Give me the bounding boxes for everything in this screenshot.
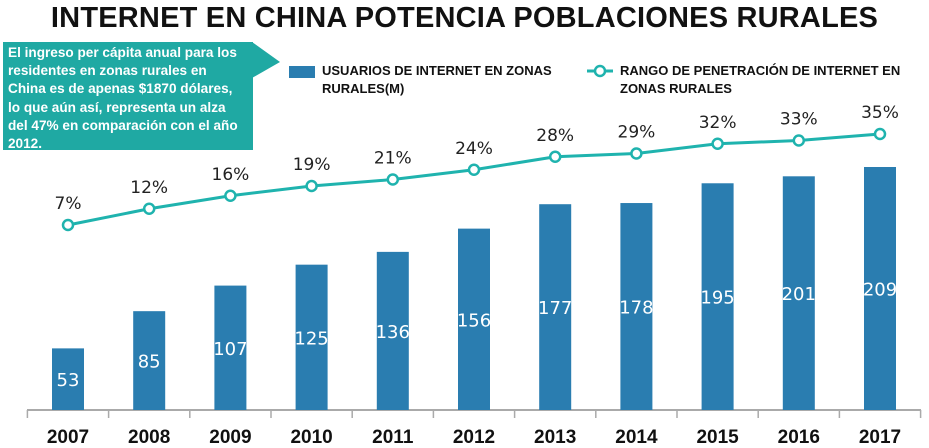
bar-value-label: 125 bbox=[294, 328, 328, 349]
callout-box: El ingreso per cápita anual para los res… bbox=[3, 42, 253, 151]
bar-value-label: 195 bbox=[700, 288, 734, 309]
line-value-label: 19% bbox=[293, 155, 331, 175]
line-point-2016 bbox=[792, 134, 806, 147]
bar-value-label: 201 bbox=[782, 284, 816, 305]
bar-2016 bbox=[782, 176, 815, 410]
bar-value-label: 107 bbox=[213, 339, 247, 360]
line-value-label: 32% bbox=[699, 113, 737, 133]
bar-2010 bbox=[295, 264, 328, 410]
bar-value-label: 85 bbox=[138, 352, 161, 373]
bar-2013 bbox=[539, 204, 572, 410]
line-point-2012 bbox=[467, 163, 481, 176]
x-tick-label: 2015 bbox=[696, 427, 739, 448]
x-tick-label: 2014 bbox=[615, 427, 658, 448]
bar-value-label: 178 bbox=[619, 298, 653, 319]
bar-2012 bbox=[458, 228, 490, 410]
callout-pointer bbox=[252, 42, 280, 78]
bar-value-label: 156 bbox=[457, 310, 491, 331]
line-value-label: 12% bbox=[130, 178, 168, 198]
line-point-2009 bbox=[224, 189, 237, 202]
line-value-label: 28% bbox=[536, 126, 574, 146]
bar-value-label: 53 bbox=[57, 370, 80, 391]
x-tick-label: 2009 bbox=[209, 427, 251, 448]
x-tick-label: 2010 bbox=[290, 427, 332, 448]
bar-2014 bbox=[620, 203, 653, 410]
line-value-label: 16% bbox=[212, 165, 250, 185]
line-value-label: 35% bbox=[861, 103, 899, 123]
line-point-2008 bbox=[142, 202, 156, 215]
bar-2011 bbox=[376, 251, 409, 410]
x-tick-label: 2011 bbox=[372, 427, 414, 448]
bar-2008 bbox=[133, 311, 166, 410]
line-point-2017 bbox=[873, 127, 887, 141]
line-point-2010 bbox=[305, 179, 318, 193]
line-point-2013 bbox=[548, 150, 562, 163]
x-tick-label: 2016 bbox=[778, 427, 820, 448]
line-value-label: 29% bbox=[618, 123, 656, 143]
bar-2015 bbox=[701, 183, 734, 410]
x-tick-label: 2013 bbox=[534, 427, 576, 448]
x-tick-label: 2007 bbox=[47, 427, 89, 448]
line-value-label: 24% bbox=[455, 139, 493, 159]
line-point-2007 bbox=[61, 218, 75, 232]
x-tick-label: 2017 bbox=[859, 427, 901, 448]
line-value-label: 21% bbox=[374, 149, 412, 169]
line-point-2015 bbox=[711, 137, 724, 150]
x-tick-label: 2012 bbox=[453, 427, 495, 448]
bar-2009 bbox=[214, 285, 247, 410]
x-tick-label: 2008 bbox=[128, 427, 170, 448]
line-value-label: 33% bbox=[780, 110, 818, 130]
bar-value-label: 136 bbox=[376, 322, 410, 343]
line-value-label: 7% bbox=[55, 194, 82, 214]
line-point-2011 bbox=[386, 173, 400, 186]
bar-value-label: 177 bbox=[538, 298, 572, 319]
chart-title: INTERNET EN CHINA POTENCIA POBLACIONES R… bbox=[50, 2, 879, 34]
line-point-2014 bbox=[630, 147, 643, 160]
bar-2017 bbox=[864, 167, 896, 410]
legend-line-label: RANGO DE PENETRACIÓN DE INTERNET EN ZONA… bbox=[620, 63, 901, 96]
legend-line-marker bbox=[593, 64, 607, 78]
legend-bar-swatch bbox=[289, 66, 315, 78]
legend-bar-label: USUARIOS DE INTERNET EN ZONAS RURALES(M) bbox=[322, 63, 552, 96]
bar-2007 bbox=[52, 348, 84, 410]
bar-value-label: 209 bbox=[863, 280, 897, 301]
